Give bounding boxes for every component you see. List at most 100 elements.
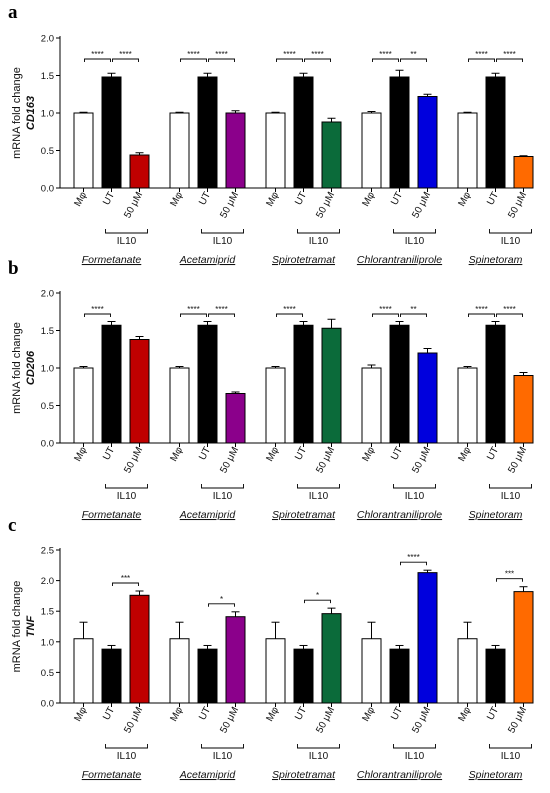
significance-bracket (496, 578, 523, 582)
y-tick-label: 1.0 (41, 109, 54, 120)
bar (389, 76, 410, 189)
bar (513, 156, 534, 189)
bar (129, 339, 150, 444)
significance-label: **** (283, 305, 295, 314)
il10-label: IL10 (501, 751, 521, 762)
bar (169, 367, 190, 444)
category-label: UT (389, 445, 405, 462)
category-label: Mφ (360, 445, 377, 464)
bar (169, 638, 190, 704)
significance-bracket (400, 58, 427, 62)
bar (293, 76, 314, 189)
category-label: UT (197, 705, 213, 722)
y-axis-gene-label: CD206 (25, 350, 37, 385)
y-tick-label: 0.5 (41, 401, 54, 412)
category-label: UT (389, 705, 405, 722)
bar (457, 638, 478, 704)
category-label: Mφ (168, 445, 185, 464)
il10-label: IL10 (501, 236, 521, 247)
y-axis-label: mRNA fold change (11, 581, 23, 673)
y-tick-label: 2.0 (41, 34, 54, 45)
category-label: Mφ (264, 705, 281, 724)
significance-label: *** (121, 574, 130, 583)
group-name: Chlorantraniliprole (357, 769, 442, 781)
bar (361, 638, 382, 704)
bar (389, 648, 410, 704)
bar (417, 352, 438, 444)
bar (485, 648, 506, 704)
bar (101, 648, 122, 704)
significance-label: **** (215, 50, 227, 59)
significance-bracket (276, 313, 303, 317)
significance-label: **** (215, 305, 227, 314)
significance-bracket (468, 58, 495, 62)
group-name: Acetamiprid (179, 509, 237, 521)
panel-letter: a (8, 2, 18, 23)
category-label: Mφ (72, 445, 89, 464)
category-label: Mφ (72, 190, 89, 209)
il10-label: IL10 (117, 236, 137, 247)
significance-bracket (304, 58, 331, 62)
category-label: UT (485, 445, 501, 462)
category-label: 50 μM (218, 445, 241, 475)
il10-label: IL10 (117, 751, 137, 762)
bar (101, 324, 122, 444)
bar (225, 112, 246, 189)
bar (417, 572, 438, 704)
bar (101, 76, 122, 189)
y-tick-label: 0.0 (41, 699, 54, 710)
il10-label: IL10 (117, 491, 137, 502)
il10-bracket (105, 744, 148, 749)
category-label: 50 μM (218, 190, 241, 220)
category-label: Mφ (456, 190, 473, 209)
category-label: Mφ (360, 705, 377, 724)
significance-label: **** (379, 50, 391, 59)
significance-label: **** (475, 50, 487, 59)
significance-label: * (220, 595, 223, 604)
category-label: Mφ (168, 705, 185, 724)
group-name: Spirotetramat (272, 254, 336, 266)
y-tick-label: 2.0 (41, 576, 54, 587)
significance-bracket (208, 58, 235, 62)
il10-bracket (393, 484, 436, 489)
group-name: Spinetoram (469, 254, 523, 266)
bar (129, 154, 150, 189)
significance-label: **** (91, 305, 103, 314)
il10-bracket (105, 229, 148, 234)
group-name: Formetanate (82, 509, 142, 521)
bar (197, 76, 218, 189)
bar (197, 324, 218, 444)
significance-label: **** (187, 305, 199, 314)
il10-label: IL10 (309, 236, 329, 247)
significance-bracket (208, 603, 235, 607)
category-label: 50 μM (314, 445, 337, 475)
significance-bracket (304, 599, 331, 604)
il10-bracket (297, 229, 340, 234)
y-tick-label: 0.0 (41, 439, 54, 450)
il10-bracket (393, 229, 436, 234)
group-name: Spinetoram (469, 769, 523, 781)
bar (73, 112, 94, 189)
group-name: Chlorantraniliprole (357, 509, 442, 521)
significance-label: **** (311, 50, 323, 59)
significance-bracket (84, 313, 111, 317)
significance-bracket (468, 313, 495, 317)
bar (225, 393, 246, 444)
bar (321, 121, 342, 189)
category-label: UT (485, 705, 501, 722)
category-label: UT (389, 190, 405, 207)
il10-label: IL10 (405, 236, 425, 247)
bar (129, 594, 150, 704)
significance-label: * (316, 591, 319, 600)
category-label: Mφ (264, 190, 281, 209)
significance-label: **** (283, 50, 295, 59)
significance-bracket (400, 313, 427, 317)
bar (513, 375, 534, 444)
bar (485, 76, 506, 189)
significance-bracket (112, 58, 139, 62)
significance-label: **** (407, 553, 419, 562)
bar (361, 367, 382, 444)
category-label: Mφ (456, 705, 473, 724)
category-label: Mφ (72, 705, 89, 724)
